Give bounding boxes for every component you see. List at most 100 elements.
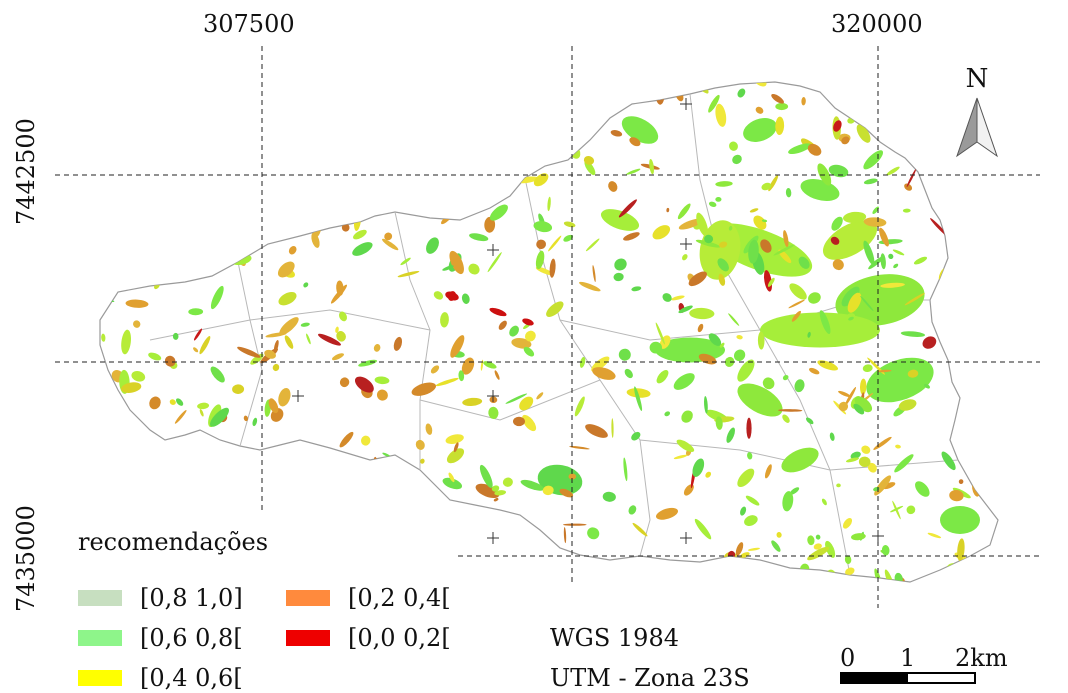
map-patch	[846, 457, 859, 463]
map-patch	[808, 367, 820, 375]
map-patch	[382, 238, 399, 251]
map-patch	[585, 238, 600, 252]
map-patch	[426, 237, 439, 254]
map-patch	[767, 277, 775, 287]
map-patch	[197, 214, 201, 219]
map-patch	[364, 120, 376, 132]
map-patch	[728, 313, 740, 326]
legend-swatch	[286, 630, 330, 646]
map-patch	[918, 140, 934, 148]
map-patch	[494, 490, 507, 496]
map-patch	[458, 370, 465, 382]
map-patch	[447, 291, 457, 301]
coordinate-grid	[55, 46, 1040, 608]
map-patch	[440, 312, 449, 328]
map-patch	[318, 333, 341, 346]
map-patch	[341, 144, 348, 152]
map-patch	[174, 410, 187, 424]
map-patch	[488, 406, 499, 419]
map-patch	[857, 102, 874, 117]
map-patch	[626, 388, 651, 398]
map-patch	[914, 91, 927, 112]
map-patch	[456, 519, 466, 537]
map-patch	[187, 261, 209, 270]
map-patch	[958, 479, 964, 484]
map-patch	[447, 121, 457, 138]
map-patch	[284, 335, 294, 349]
map-patch	[879, 227, 889, 247]
map-patch	[631, 431, 641, 441]
map-patch	[232, 384, 245, 395]
map-patch	[468, 263, 480, 275]
map-patch	[664, 569, 688, 582]
datum-label: WGS 1984	[550, 624, 679, 652]
map-patch	[773, 244, 795, 256]
legend-swatch	[78, 630, 122, 646]
map-patch	[597, 84, 613, 106]
map-patch	[781, 447, 819, 473]
map-patch	[754, 82, 767, 87]
map-patch	[487, 252, 502, 273]
map-patch	[289, 504, 315, 512]
map-patch	[325, 82, 330, 86]
map-patch	[161, 155, 171, 165]
map-patch	[867, 462, 877, 473]
map-patch	[193, 347, 199, 353]
map-patch	[476, 82, 499, 90]
map-patch	[776, 532, 782, 538]
map-patch	[125, 299, 149, 308]
map-patch	[157, 148, 166, 155]
map-patch	[696, 212, 709, 237]
map-patch	[927, 532, 942, 539]
map-patch	[220, 170, 225, 189]
projection-label: UTM - Zona 23S	[550, 664, 750, 692]
map-patch	[631, 286, 642, 292]
map-patch	[643, 82, 655, 94]
map-patch	[479, 464, 493, 488]
scale-tick-label: 2km	[955, 644, 1008, 672]
map-patch	[563, 221, 576, 228]
map-patch	[453, 442, 459, 453]
map-patch	[357, 553, 368, 572]
map-patch	[283, 181, 290, 191]
map-patch	[153, 112, 165, 133]
map-patch	[498, 320, 507, 330]
map-patch	[600, 209, 640, 231]
map-patch	[230, 115, 243, 130]
map-patch	[891, 82, 911, 92]
map-patch	[737, 88, 746, 98]
map-patch	[227, 135, 246, 145]
map-patch	[878, 369, 892, 373]
map-patch	[533, 173, 549, 187]
map-patch	[131, 371, 146, 382]
map-patch	[592, 367, 616, 380]
map-patch	[254, 150, 279, 162]
map-patch	[718, 241, 728, 248]
map-patch	[655, 322, 665, 345]
map-patch	[535, 250, 545, 270]
map-patch	[373, 344, 381, 352]
map-patch	[475, 559, 484, 582]
map-patch	[272, 363, 280, 372]
map-patch	[708, 333, 722, 346]
map-patch	[845, 567, 855, 576]
map-patch	[614, 565, 621, 572]
map-patch	[745, 495, 760, 506]
map-patch	[755, 106, 764, 114]
map-patch	[549, 258, 556, 278]
map-patch	[294, 209, 306, 216]
map-patch	[906, 168, 917, 188]
map-patch	[982, 466, 990, 476]
map-patch	[932, 170, 944, 187]
map-patch	[536, 392, 544, 400]
map-patch	[155, 209, 159, 223]
map-patch	[189, 92, 207, 113]
map-patch	[888, 253, 894, 260]
map-patch	[329, 120, 341, 132]
map-patch	[602, 491, 616, 502]
map-patch	[798, 256, 810, 269]
map-patch	[489, 204, 508, 221]
legend-item: [0,2 0,4[	[286, 584, 451, 612]
map-patch	[468, 140, 481, 150]
map-patch	[782, 414, 790, 423]
